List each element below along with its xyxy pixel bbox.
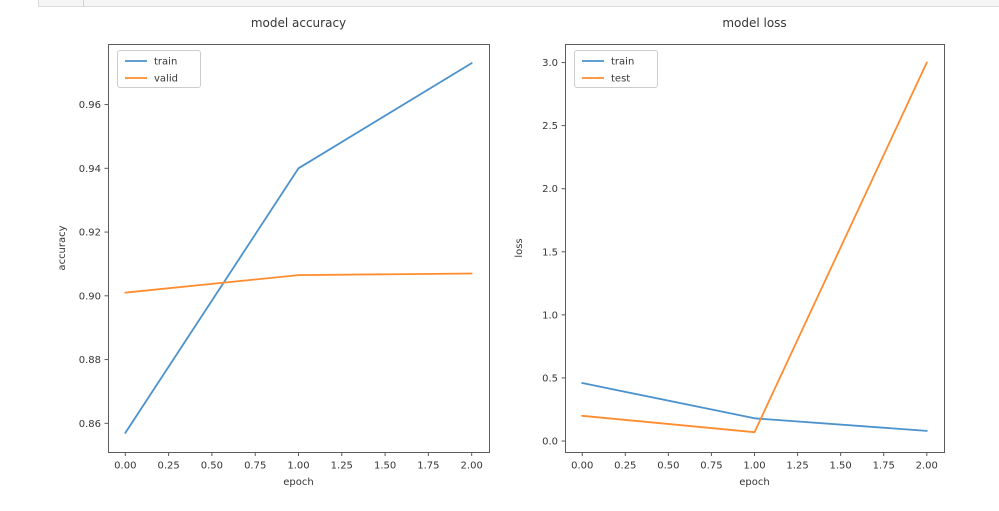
- x-tick-label: 0.25: [614, 461, 636, 472]
- series-line-test: [581, 61, 928, 434]
- y-tick-label: 3.0: [542, 58, 558, 69]
- toolbar-fragment: [38, 0, 999, 7]
- x-tick-label: 1.50: [830, 461, 852, 472]
- x-tick-label: 1.75: [873, 461, 895, 472]
- x-tick-label: 0.00: [571, 461, 593, 472]
- x-tick-label: 2.00: [916, 461, 938, 472]
- series-line-train: [124, 62, 473, 434]
- x-tick-label: 0.25: [157, 461, 179, 472]
- x-tick-label: 1.75: [417, 461, 439, 472]
- y-tick-label: 1.5: [542, 247, 558, 258]
- series-line-train: [581, 382, 928, 432]
- y-tick-label: 0.0: [542, 437, 558, 448]
- figure-canvas: 0.00 0.25 0.50 0.75 1.00 1.25 1.50 1.75 2.00 0.86…: [57, 16, 945, 488]
- chart-title: model accuracy: [251, 16, 346, 30]
- legend-label-test: test: [611, 74, 630, 85]
- legend: train test: [574, 50, 658, 88]
- chart-model-accuracy: 0.00 0.25 0.50 0.75 1.00 1.25 1.50 1.75 2.00 0.86…: [57, 16, 490, 488]
- matplotlib-figure: 0.00 0.25 0.50 0.75 1.00 1.25 1.50 1.75 2.00 0.86…: [0, 8, 999, 507]
- x-tick-label: 0.00: [114, 461, 136, 472]
- y-tick-label: 2.5: [542, 121, 558, 132]
- x-tick-label: 0.75: [700, 461, 722, 472]
- x-tick-label: 1.25: [331, 461, 353, 472]
- x-tick-label: 0.50: [201, 461, 223, 472]
- x-tick-label: 1.25: [786, 461, 808, 472]
- chart-model-loss: 0.00 0.25 0.50 0.75 1.00 1.25 1.50 1.75 2.00 0.0 0…: [514, 16, 945, 488]
- x-tick-label: 1.00: [743, 461, 765, 472]
- y-tick-label: 0.92: [79, 228, 101, 239]
- toolbar-cell: [38, 0, 84, 6]
- x-tick-label: 0.75: [244, 461, 266, 472]
- y-tick-label: 1.0: [542, 310, 558, 321]
- legend: train valid: [117, 50, 201, 88]
- y-tick-label: 0.94: [79, 164, 101, 175]
- y-axis-label: loss: [514, 238, 525, 257]
- legend-label-train: train: [611, 57, 634, 68]
- y-tick-label: 0.86: [79, 419, 101, 430]
- x-tick-label: 2.00: [461, 461, 483, 472]
- x-tick-label: 1.50: [374, 461, 396, 472]
- x-axis-label: epoch: [283, 477, 313, 488]
- y-tick-label: 0.5: [542, 373, 558, 384]
- x-tick-label: 0.50: [657, 461, 679, 472]
- chart-title: model loss: [722, 16, 786, 30]
- y-tick-label: 0.90: [79, 291, 101, 302]
- x-axis-label: epoch: [739, 477, 769, 488]
- x-tick-label: 1.00: [287, 461, 309, 472]
- legend-label-train: train: [154, 57, 177, 68]
- y-tick-label: 0.88: [79, 355, 101, 366]
- plot-border: [108, 44, 490, 453]
- toolbar-cell: [84, 0, 999, 6]
- y-tick-label: 0.96: [79, 100, 101, 111]
- series-line-valid: [124, 272, 473, 294]
- legend-label-valid: valid: [154, 74, 178, 85]
- y-axis-label: accuracy: [57, 225, 68, 270]
- y-tick-label: 2.0: [542, 184, 558, 195]
